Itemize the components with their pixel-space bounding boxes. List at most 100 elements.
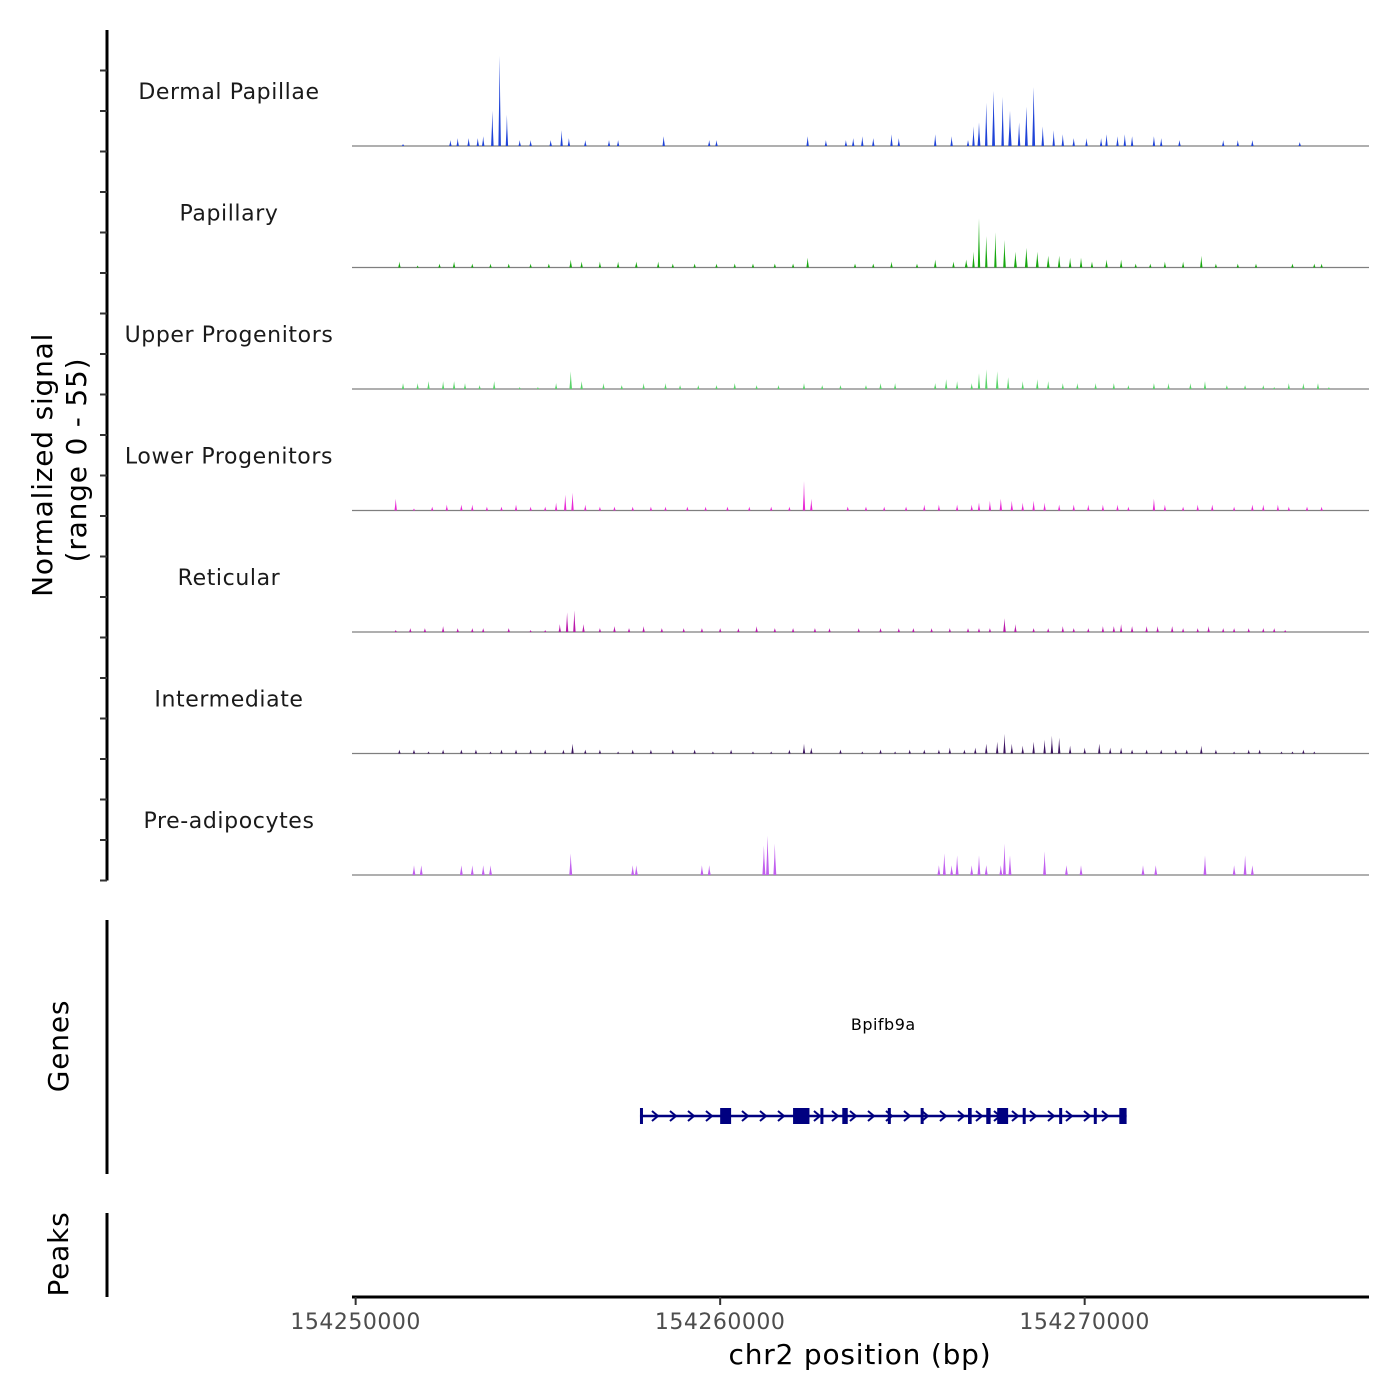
signal-peak (995, 371, 999, 389)
signal-peak (657, 261, 660, 268)
signal-peak (664, 506, 667, 511)
signal-peak (893, 751, 897, 754)
gene-bpifb9a[interactable]: Bpifb9a (639, 1015, 1127, 1124)
signal-peak (529, 263, 532, 268)
signal-peak (631, 865, 635, 875)
peaks-panel-title: Peaks (42, 1211, 75, 1296)
signal-peak (1036, 379, 1039, 389)
signal-peak (431, 506, 434, 511)
strand-arrow (777, 1110, 786, 1122)
track-reticular: Reticular (178, 566, 1369, 633)
track-intermediate: Intermediate (154, 688, 1369, 755)
signal-peak (582, 624, 585, 632)
signal-peak (1098, 743, 1101, 754)
signal-peak (985, 369, 988, 389)
signal-peak (1010, 743, 1013, 754)
signal-peak (1232, 628, 1236, 632)
signal-peak (802, 743, 806, 754)
track-pre-adipocytes: Pre-adipocytes (143, 809, 1369, 876)
signal-peak (649, 749, 653, 754)
signal-peak (950, 865, 954, 875)
signal-peak (441, 381, 445, 389)
strand-arrow (813, 1110, 822, 1122)
signal-peak (964, 259, 968, 268)
signal-peak (634, 865, 638, 875)
signal-peak (598, 261, 602, 268)
signal-peak (1287, 383, 1290, 389)
signal-peak (806, 136, 809, 146)
strand-arrow (1083, 1110, 1092, 1122)
signal-peak (1072, 138, 1075, 146)
signal-peak (613, 626, 616, 632)
signal-peak (930, 628, 933, 632)
signal-peak (1085, 138, 1088, 146)
strand-arrow (705, 1110, 714, 1122)
signal-peak (977, 218, 981, 268)
signal-peak (1145, 626, 1148, 632)
signal-peak (1163, 504, 1167, 511)
signal-peak (616, 751, 620, 754)
strand-arrow (1065, 1110, 1074, 1122)
signal-peak (1014, 251, 1017, 268)
signal-peak (839, 385, 842, 389)
signal-peak (950, 136, 953, 146)
signal-peak (427, 751, 430, 754)
track-upper-progenitors: Upper Progenitors (125, 323, 1369, 390)
signal-peak (569, 371, 572, 389)
signal-peak (571, 743, 574, 754)
signal-peak (580, 381, 583, 389)
y-axis-title: Normalized signal (range 0 - 55) (26, 323, 93, 597)
signal-peak (1211, 504, 1214, 511)
signal-peak (908, 749, 911, 754)
signal-peak (401, 144, 405, 146)
signal-peak (770, 751, 773, 754)
track-label: Intermediate (154, 688, 303, 713)
signal-peak (1181, 261, 1185, 268)
signal-peak (923, 504, 926, 511)
gene-exon (1022, 1108, 1026, 1124)
signal-peak (810, 747, 813, 754)
signal-peak (1105, 134, 1108, 146)
track-label: Dermal Papillae (138, 80, 319, 105)
signal-peak (1043, 502, 1046, 511)
signal-peak (671, 263, 674, 268)
coverage-tracks: Dermal Papillae Papillary Upper Progenitor… (125, 55, 1369, 876)
signal-peak (613, 506, 616, 511)
signal-peak (1287, 506, 1290, 511)
signal-peak (1112, 626, 1115, 632)
signal-peak (1116, 504, 1119, 511)
signal-peak (988, 628, 992, 632)
gene-exon (1059, 1108, 1063, 1124)
signal-peak (1200, 255, 1203, 268)
signal-peak (1254, 263, 1258, 268)
signal-peak (999, 498, 1002, 511)
signal-peak (1014, 624, 1017, 632)
signal-peak (564, 494, 567, 511)
signal-peak (1200, 745, 1203, 754)
signal-peak (788, 506, 791, 511)
strand-arrow (849, 1110, 858, 1122)
signal-peak (1087, 628, 1090, 632)
strand-arrow (759, 1110, 768, 1122)
gene-exon (1119, 1108, 1127, 1124)
signal-peak (544, 749, 547, 754)
signal-peak (977, 855, 981, 875)
signal-peak (607, 140, 611, 146)
signal-peak (853, 263, 857, 268)
signal-peak (934, 383, 937, 389)
signal-peak (1291, 751, 1294, 754)
signal-peak (1061, 383, 1064, 389)
signal-peak (1130, 749, 1134, 754)
signal-peak (977, 373, 981, 389)
signal-peak (737, 628, 740, 632)
signal-peak (1178, 140, 1181, 146)
signal-peak (813, 628, 817, 632)
signal-peak (1305, 506, 1309, 511)
signal-peak (766, 835, 769, 875)
signal-peak (584, 140, 587, 146)
signal-peak (1072, 628, 1075, 632)
signal-peak (660, 628, 663, 632)
signal-peak (482, 628, 485, 632)
signal-peak (1083, 747, 1086, 754)
signal-peak (755, 385, 758, 389)
